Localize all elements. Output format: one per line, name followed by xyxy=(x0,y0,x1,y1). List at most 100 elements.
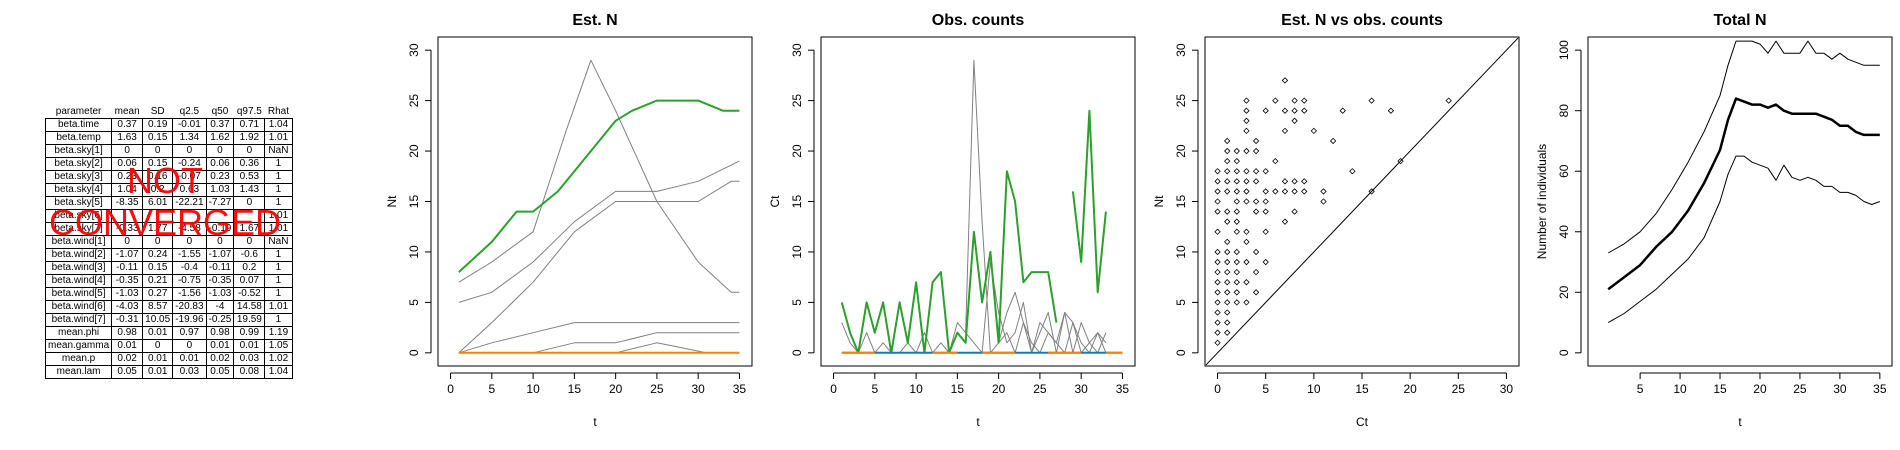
series-line-2 xyxy=(1607,97,1880,291)
scatter-point xyxy=(1252,178,1260,185)
scatter-point xyxy=(1243,188,1250,195)
series-line-6 xyxy=(1071,109,1107,294)
scatter-point xyxy=(1281,188,1289,195)
scatter-point xyxy=(1252,147,1260,155)
series-line-3 xyxy=(1607,155,1880,324)
y-tick-label: 80 xyxy=(1557,104,1571,118)
chart-title: Total N xyxy=(1713,12,1766,29)
scatter-point xyxy=(1272,157,1279,165)
plot-frame xyxy=(437,36,753,367)
scatter-point xyxy=(1349,168,1356,175)
scatter-point xyxy=(1291,117,1298,124)
scatter-point xyxy=(1224,168,1231,175)
x-axis-label: t xyxy=(976,415,980,429)
scatter-point xyxy=(1233,208,1240,215)
scatter-point xyxy=(1224,248,1231,256)
series-line-4 xyxy=(458,322,740,354)
chart-title: Est. N vs obs. counts xyxy=(1281,12,1443,29)
scatter-point xyxy=(1233,228,1240,235)
y-tick-label: 25 xyxy=(1174,94,1188,108)
scatter-point xyxy=(1291,208,1298,215)
series-line-1 xyxy=(458,59,740,293)
column-header: Rhat xyxy=(267,106,289,117)
scatter-point xyxy=(1252,208,1260,215)
scatter-point xyxy=(1224,137,1231,145)
y-axis-label: Nt xyxy=(385,195,399,208)
scatter-point xyxy=(1214,279,1221,286)
scatter-point xyxy=(1224,299,1231,306)
scatter-point xyxy=(1214,268,1221,276)
column-header: SD xyxy=(150,106,165,117)
scatter-point xyxy=(1243,168,1250,175)
scatter-point xyxy=(1301,97,1308,104)
scatter-point xyxy=(1281,178,1289,185)
parameter-table: parameter mean SD q2.5 q50 q97.5 Rhat beta.tim… xyxy=(44,105,293,379)
scatter-point xyxy=(1233,168,1240,175)
chart-4: Total N 5 10 15 20 25 30 35 t 0 20 40 60 80 100 Number … xyxy=(1535,12,1893,429)
scatter-point xyxy=(1214,198,1221,205)
scatter-point xyxy=(1281,77,1289,84)
y-tick-label: 20 xyxy=(790,144,804,158)
scatter-point xyxy=(1224,188,1231,195)
scatter-point xyxy=(1252,289,1260,296)
scatter-point xyxy=(1214,228,1221,235)
x-tick-label: 30 xyxy=(691,382,705,396)
table-row: beta.temp 1.63 0.15 1.34 1.62 1.92 1.01 xyxy=(44,131,293,145)
scatter-point xyxy=(1397,157,1404,165)
scatter-point xyxy=(1252,168,1260,175)
scatter-point xyxy=(1214,178,1221,185)
scatter-point xyxy=(1243,117,1250,124)
x-tick-label: 0 xyxy=(1214,382,1221,396)
x-tick-label: 10 xyxy=(1673,382,1687,396)
y-tick-label: 30 xyxy=(1174,43,1188,57)
table-row: mean.lam 0.05 0.01 0.03 0.05 0.08 1.04 xyxy=(44,365,293,379)
plot-frame xyxy=(1587,36,1893,367)
x-tick-label: 35 xyxy=(1116,382,1130,396)
column-header: parameter xyxy=(55,106,102,117)
scatter-point xyxy=(1339,107,1346,114)
scatter-point xyxy=(1224,178,1231,185)
value-cell: 1.05 xyxy=(264,339,293,353)
scatter-point xyxy=(1368,97,1375,104)
scatter-point xyxy=(1233,198,1240,205)
column-header: q50 xyxy=(211,106,229,117)
scatter-point xyxy=(1214,168,1221,175)
x-tick-label: 0 xyxy=(830,382,837,396)
scatter-point xyxy=(1262,228,1269,235)
x-tick-label: 25 xyxy=(1033,382,1047,396)
scatter-point xyxy=(1224,309,1231,316)
scatter-point xyxy=(1233,147,1240,155)
column-header: q97.5 xyxy=(236,106,262,117)
scatter-point xyxy=(1243,127,1250,135)
value-cell: 1.04 xyxy=(264,365,293,379)
series-line-4 xyxy=(998,322,1107,354)
y-tick-label: 15 xyxy=(790,195,804,209)
scatter-point xyxy=(1233,178,1240,185)
y-tick-label: 30 xyxy=(407,43,421,57)
series-line-2 xyxy=(458,160,740,303)
y-tick-label: 5 xyxy=(1174,299,1188,306)
scatter-point xyxy=(1224,238,1231,246)
y-tick-label: 20 xyxy=(1557,285,1571,299)
scatter-point xyxy=(1224,218,1231,225)
series-line-7 xyxy=(458,99,740,273)
series-line-5 xyxy=(458,332,740,354)
chart-1: Est. N 0 5 10 15 20 25 30 35 t 0 5 10 15 20 25 30 Nt xyxy=(385,12,753,429)
scatter-point xyxy=(1252,268,1260,276)
table-row: mean.p 0.02 0.01 0.01 0.02 0.03 1.02 xyxy=(44,352,293,366)
scatter-point xyxy=(1224,289,1231,296)
scatter-point xyxy=(1243,299,1250,306)
y-tick-label: 40 xyxy=(1557,225,1571,239)
scatter-point xyxy=(1368,188,1375,195)
scatter-point xyxy=(1233,289,1240,296)
x-axis-label: Ct xyxy=(1356,415,1369,429)
y-tick-label: 10 xyxy=(1174,245,1188,259)
column-header: mean xyxy=(114,106,140,117)
scatter-point xyxy=(1301,107,1308,114)
scatter-point xyxy=(1281,218,1289,225)
table-row: beta.sky[1] 0 0 0 0 0 NaN xyxy=(44,144,293,158)
table-row: beta.wind[3] -0.11 0.15 -0.4 -0.11 0.2 1 xyxy=(44,261,293,275)
scatter-point xyxy=(1243,198,1250,205)
scatter-point xyxy=(1214,319,1221,326)
scatter-point xyxy=(1252,137,1260,145)
